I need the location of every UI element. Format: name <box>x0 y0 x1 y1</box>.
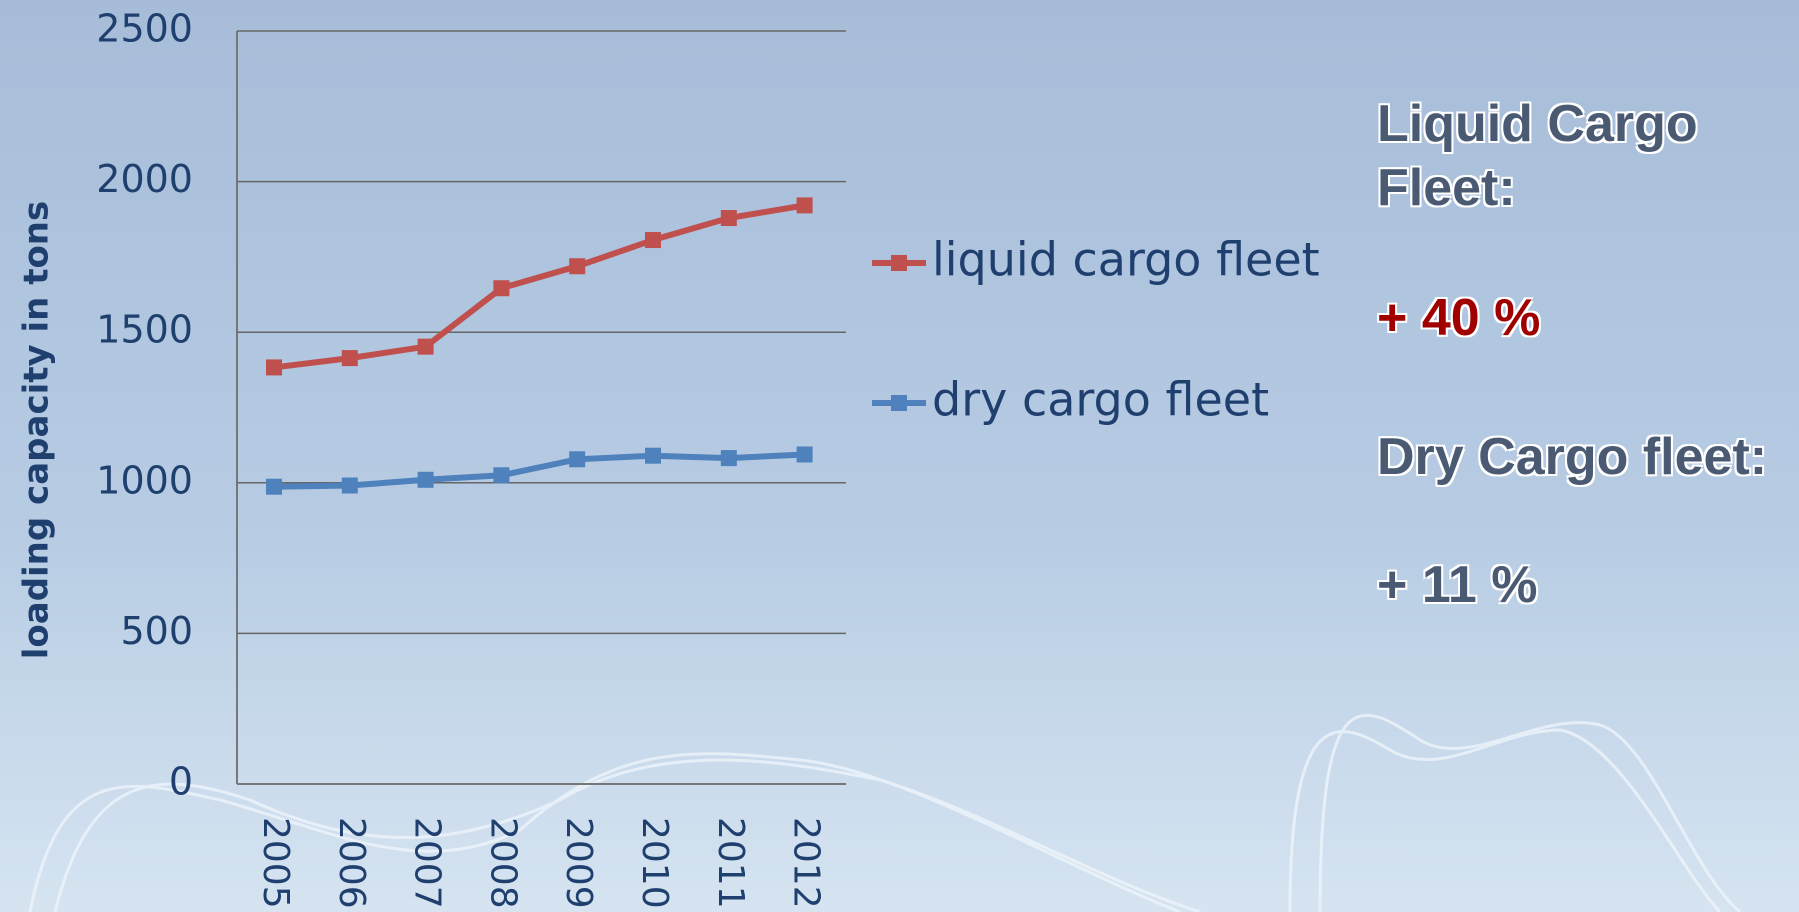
point <box>493 467 510 484</box>
point <box>266 359 282 376</box>
legend-label: dry cargo fleet <box>932 373 1269 427</box>
point <box>341 477 358 494</box>
y-tick-label: 500 <box>120 609 193 653</box>
y-tick-label: 1000 <box>96 458 193 502</box>
y-tick-label: 2500 <box>96 7 193 51</box>
annotation: + 11 % <box>1377 556 1538 614</box>
point <box>417 338 434 355</box>
y-tick-label: 0 <box>169 760 193 804</box>
annotation: Dry Cargo fleet: <box>1377 428 1768 486</box>
y-tick-label: 1500 <box>96 308 193 352</box>
legend-label: liquid cargo fleet <box>932 233 1320 287</box>
point <box>796 197 813 214</box>
point <box>720 450 737 467</box>
legend-marker <box>891 255 907 271</box>
decoration <box>28 713 1741 912</box>
legend-marker <box>891 395 907 411</box>
x-tick-label: 2006 <box>331 817 372 909</box>
point <box>417 471 434 488</box>
point <box>720 210 737 227</box>
point <box>645 447 661 464</box>
x-tick-label: 2012 <box>786 817 827 909</box>
x-tick-label: 2011 <box>710 817 751 909</box>
annotation: + 40 % <box>1377 289 1541 347</box>
point <box>493 280 510 297</box>
series-line <box>273 202 806 371</box>
point <box>645 232 661 249</box>
annotation: Liquid Cargo Fleet: <box>1377 95 1698 217</box>
x-tick-label: 2007 <box>407 817 448 909</box>
x-tick-label: 2010 <box>634 817 675 909</box>
x-tick-label: 2008 <box>482 817 523 909</box>
point <box>569 258 586 275</box>
y-tick-label: 2000 <box>96 157 193 201</box>
y-axis-label: loading capacity in tons <box>17 201 57 660</box>
point <box>266 478 282 495</box>
x-tick-label: 2009 <box>558 817 599 909</box>
series-line <box>273 451 805 490</box>
point <box>796 446 813 463</box>
point <box>569 451 586 468</box>
point <box>341 350 358 367</box>
x-tick-label: 2005 <box>255 817 296 909</box>
